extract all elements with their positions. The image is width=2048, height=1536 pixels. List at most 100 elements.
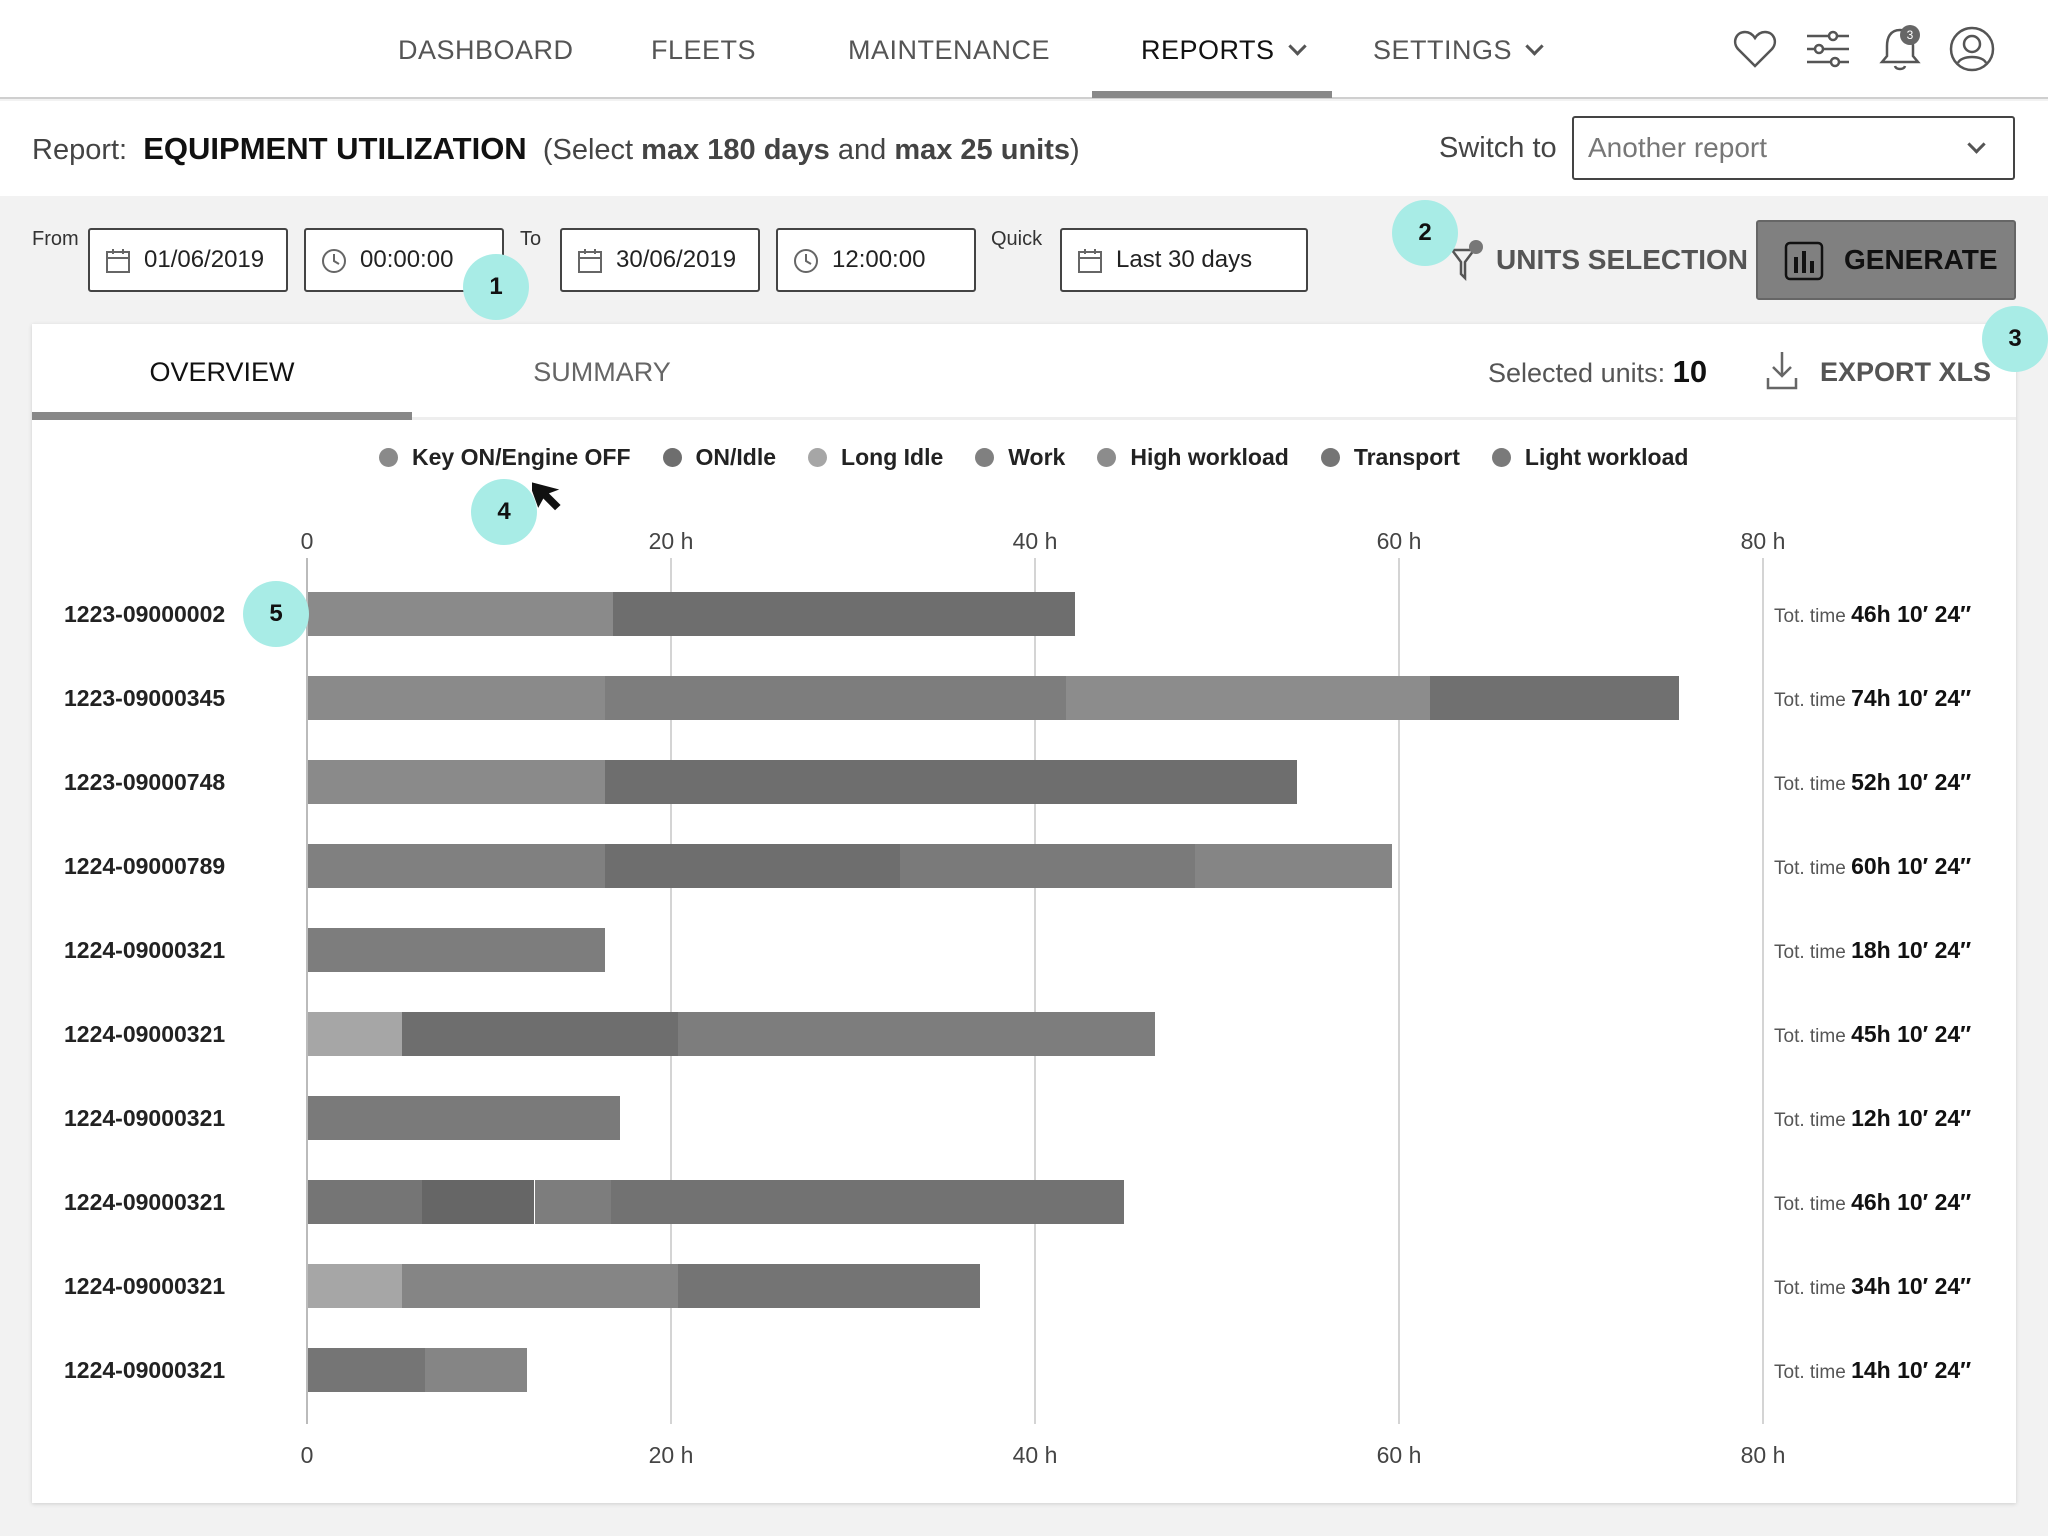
bar-segment[interactable] bbox=[401, 1012, 679, 1056]
quick-range-field[interactable]: Last 30 days bbox=[1060, 228, 1308, 292]
to-date-field[interactable]: 30/06/2019 bbox=[560, 228, 760, 292]
report-prefix: Report: bbox=[32, 134, 128, 166]
x-tick-label-top: 80 h bbox=[1740, 528, 1786, 554]
generate-button[interactable]: GENERATE bbox=[1756, 220, 2016, 300]
export-xls-button[interactable]: EXPORT XLS bbox=[1764, 324, 1991, 420]
legend-swatch bbox=[975, 448, 995, 467]
nav-reports-label: REPORTS bbox=[1141, 35, 1275, 65]
bar-segment[interactable] bbox=[678, 1264, 981, 1308]
tab-summary[interactable]: SUMMARY bbox=[533, 357, 671, 387]
bar-segment[interactable] bbox=[307, 676, 606, 720]
bar-segment[interactable] bbox=[307, 1264, 402, 1308]
bar-segment[interactable] bbox=[307, 760, 606, 804]
unit-label[interactable]: 1224-09000321 bbox=[64, 937, 226, 963]
bar-segment[interactable] bbox=[1065, 676, 1430, 720]
bar-segment[interactable] bbox=[612, 592, 1076, 636]
nav-dashboard[interactable]: DASHBOARD bbox=[398, 35, 574, 65]
nav-reports[interactable]: REPORTS bbox=[1141, 0, 1307, 99]
total-time: Tot. time 60h 10′ 24″ bbox=[1774, 844, 1971, 888]
total-time: Tot. time 46h 10′ 24″ bbox=[1774, 1180, 1971, 1224]
unit-label[interactable]: 1224-09000321 bbox=[64, 1021, 226, 1047]
bar-segment[interactable] bbox=[307, 1180, 422, 1224]
note-units: max 25 units bbox=[894, 134, 1070, 166]
legend-label: Key ON/Engine OFF bbox=[412, 444, 631, 470]
legend-label: ON/Idle bbox=[695, 444, 777, 470]
unit-label[interactable]: 1224-09000321 bbox=[64, 1273, 226, 1299]
report-header: Report: EQUIPMENT UTILIZATION (Select ma… bbox=[0, 101, 2048, 196]
bar-segment[interactable] bbox=[307, 844, 606, 888]
bar-segment[interactable] bbox=[900, 844, 1196, 888]
total-time-label: Tot. time bbox=[1774, 1362, 1852, 1383]
legend-label: Transport bbox=[1353, 444, 1460, 470]
heart-icon[interactable] bbox=[1730, 24, 1780, 74]
bar-segment[interactable] bbox=[425, 1348, 528, 1392]
legend-item[interactable]: High workload bbox=[1097, 444, 1289, 471]
total-time: Tot. time 18h 10′ 24″ bbox=[1774, 928, 1971, 972]
bar-segment[interactable] bbox=[605, 844, 901, 888]
x-tick-label-bottom: 60 h bbox=[1376, 1442, 1422, 1468]
bar-segment[interactable] bbox=[307, 1348, 426, 1392]
note-days: max 180 days bbox=[641, 134, 830, 166]
bar-segment[interactable] bbox=[307, 928, 606, 972]
nav-fleets[interactable]: FLEETS bbox=[651, 35, 757, 65]
note-mid: and bbox=[829, 134, 895, 166]
calendar-icon bbox=[1078, 249, 1102, 273]
legend-item[interactable]: Work bbox=[975, 444, 1065, 471]
bar-segment[interactable] bbox=[605, 676, 1066, 720]
bar-segment[interactable] bbox=[401, 1264, 679, 1308]
unit-label[interactable]: 1223-09000345 bbox=[64, 685, 226, 711]
from-label: From bbox=[32, 228, 79, 250]
unit-label[interactable]: 1224-09000789 bbox=[64, 853, 226, 879]
selected-units-label: Selected units: bbox=[1488, 358, 1666, 388]
bar-segment[interactable] bbox=[307, 1012, 402, 1056]
units-selection-button[interactable]: UNITS SELECTION bbox=[1450, 232, 1748, 288]
legend-item[interactable]: ON/Idle bbox=[662, 444, 777, 471]
unit-label[interactable]: 1224-09000321 bbox=[64, 1189, 226, 1215]
quick-label: Quick bbox=[991, 228, 1043, 250]
bar-segment[interactable] bbox=[610, 1180, 1125, 1224]
tab-divider bbox=[32, 417, 2016, 420]
user-icon[interactable] bbox=[1947, 24, 1997, 74]
clock-icon bbox=[322, 249, 346, 273]
nav-maintenance[interactable]: MAINTENANCE bbox=[848, 35, 1051, 65]
legend-swatch bbox=[1491, 448, 1511, 467]
from-time-value: 00:00:00 bbox=[360, 246, 454, 273]
bar-segment[interactable] bbox=[307, 1096, 621, 1140]
bar-segment[interactable] bbox=[534, 1180, 611, 1224]
bar-segment[interactable] bbox=[1429, 676, 1680, 720]
switch-report-select[interactable]: Another report bbox=[1572, 116, 2015, 180]
legend-item[interactable]: Long Idle bbox=[808, 444, 943, 471]
to-date-value: 30/06/2019 bbox=[616, 246, 737, 273]
chevron-down-icon bbox=[1967, 135, 1986, 154]
unit-label[interactable]: 1224-09000321 bbox=[64, 1105, 226, 1131]
legend-item[interactable]: Key ON/Engine OFF bbox=[379, 444, 631, 471]
bar-segment[interactable] bbox=[421, 1180, 535, 1224]
total-time-value: 18h 10′ 24″ bbox=[1851, 937, 1972, 963]
sliders-icon[interactable] bbox=[1803, 24, 1853, 74]
from-time-field[interactable]: 00:00:00 bbox=[304, 228, 504, 292]
notification-badge: 3 bbox=[1900, 25, 1920, 45]
total-time-label: Tot. time bbox=[1774, 774, 1852, 795]
bar-segment[interactable] bbox=[678, 1012, 1156, 1056]
chart-legend: Key ON/Engine OFF ON/Idle Long Idle Work Hig… bbox=[379, 444, 1688, 471]
to-time-field[interactable]: 12:00:00 bbox=[776, 228, 976, 292]
legend-label: Light workload bbox=[1524, 444, 1689, 470]
total-time: Tot. time 34h 10′ 24″ bbox=[1774, 1264, 1971, 1308]
legend-item[interactable]: Transport bbox=[1320, 444, 1460, 471]
total-time-value: 74h 10′ 24″ bbox=[1851, 685, 1972, 711]
from-date-field[interactable]: 01/06/2019 bbox=[88, 228, 288, 292]
unit-label[interactable]: 1224-09000321 bbox=[64, 1357, 226, 1383]
legend-item[interactable]: Light workload bbox=[1491, 444, 1689, 471]
bar-segment[interactable] bbox=[307, 592, 613, 636]
bar-chart-icon bbox=[1784, 241, 1824, 281]
nav-settings[interactable]: SETTINGS bbox=[1373, 0, 1544, 99]
unit-label[interactable]: 1223-09000002 bbox=[64, 601, 226, 627]
tab-overview[interactable]: OVERVIEW bbox=[149, 357, 295, 387]
bar-segment[interactable] bbox=[605, 760, 1298, 804]
total-time: Tot. time 14h 10′ 24″ bbox=[1774, 1348, 1971, 1392]
total-time: Tot. time 74h 10′ 24″ bbox=[1774, 676, 1971, 720]
legend-label: High workload bbox=[1130, 444, 1289, 470]
selected-units: Selected units: 10 bbox=[1488, 324, 1707, 420]
unit-label[interactable]: 1223-09000748 bbox=[64, 769, 226, 795]
bar-segment[interactable] bbox=[1195, 844, 1392, 888]
